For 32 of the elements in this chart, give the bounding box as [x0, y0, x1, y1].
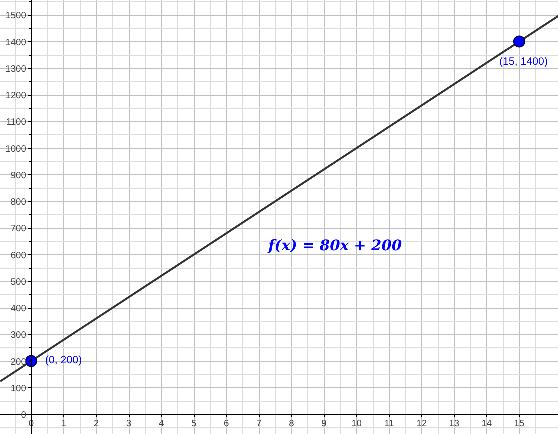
x-tick-label: 8 [289, 418, 294, 429]
x-tick-label: 5 [192, 418, 197, 429]
x-tick-label: 9 [322, 418, 327, 429]
x-tick-label: 12 [416, 418, 428, 429]
y-tick-label: 600 [10, 250, 26, 260]
y-tick-label: 1100 [6, 117, 26, 128]
y-tick-label: 900 [10, 170, 26, 180]
x-tick-label: 11 [384, 418, 394, 429]
y-tick-label: 1400 [6, 37, 26, 48]
y-tick-label: 300 [10, 330, 26, 340]
x-tick-label: 13 [449, 418, 460, 429]
y-tick-label: 700 [10, 224, 26, 234]
x-tick-label: 6 [224, 418, 230, 429]
x-tick-label: 4 [158, 418, 164, 429]
y-tick-label: 100 [10, 383, 26, 394]
x-tick-label: 7 [256, 418, 262, 429]
x-tick-label: 15 [514, 418, 525, 429]
data-label: (15, 1400) [499, 56, 548, 68]
y-tick-label: 500 [10, 276, 26, 287]
y-tick-label: 1300 [6, 64, 26, 74]
y-tick-label: 1500 [6, 10, 26, 21]
y-tick-label: 800 [10, 197, 26, 208]
x-tick-label: 2 [94, 418, 100, 429]
y-tick-label: 1000 [6, 144, 26, 154]
x-tick-label: 3 [126, 418, 132, 429]
annotation: f(x) = 80x + 200 [268, 238, 403, 254]
y-tick-label: 1200 [6, 90, 26, 101]
x-tick-label: 1 [61, 418, 67, 429]
x-tick-label: 14 [482, 418, 492, 429]
x-tick-label: 10 [352, 418, 362, 429]
y-tick-label: 400 [10, 304, 26, 314]
data-label: (0, 200) [45, 354, 82, 366]
